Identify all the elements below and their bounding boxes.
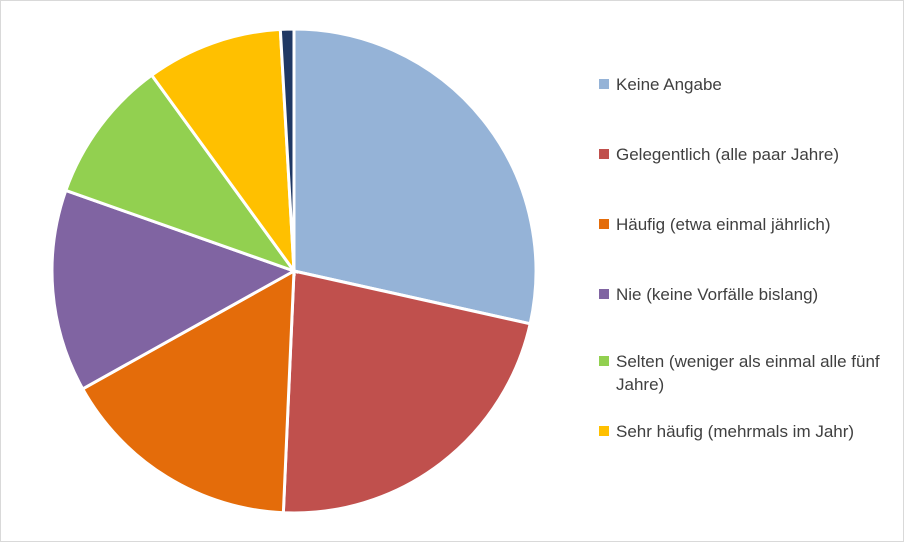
legend-label: Gelegentlich (alle paar Jahre) [616, 145, 840, 164]
pie-slice-7 [278, 27, 296, 272]
pie-slice-1 [292, 27, 538, 326]
legend-item: Sehr häufig (mehrmals im Jahr) [599, 420, 881, 443]
pie-slice-3 [80, 268, 296, 515]
legend-swatch [599, 356, 609, 366]
pie-slice-5 [63, 73, 299, 275]
legend-label: Sehr häufig (mehrmals im Jahr) [616, 422, 855, 441]
legend-label: Keine Angabe [616, 75, 722, 94]
pie-slice-6 [149, 27, 296, 277]
pie-slice-4 [50, 188, 298, 391]
legend-item: Häufig (etwa einmal jährlich) [599, 213, 881, 236]
legend-item: Gelegentlich (alle paar Jahre) [599, 143, 881, 166]
legend-label: Selten (weniger als einmal alle fünf Jah… [616, 352, 880, 394]
legend-item: Selten (weniger als einmal alle fünf Jah… [599, 350, 881, 396]
legend-swatch [599, 79, 609, 89]
legend-label: Nie (keine Vorfälle bislang) [616, 285, 819, 304]
legend-item: Keine Angabe [599, 73, 881, 96]
pie-slice-2 [281, 269, 532, 515]
legend-swatch [599, 289, 609, 299]
legend-swatch [599, 219, 609, 229]
legend-item: Nie (keine Vorfälle bislang) [599, 283, 881, 306]
legend-swatch [599, 149, 609, 159]
legend-label: Häufig (etwa einmal jährlich) [616, 215, 831, 234]
legend-swatch [599, 426, 609, 436]
